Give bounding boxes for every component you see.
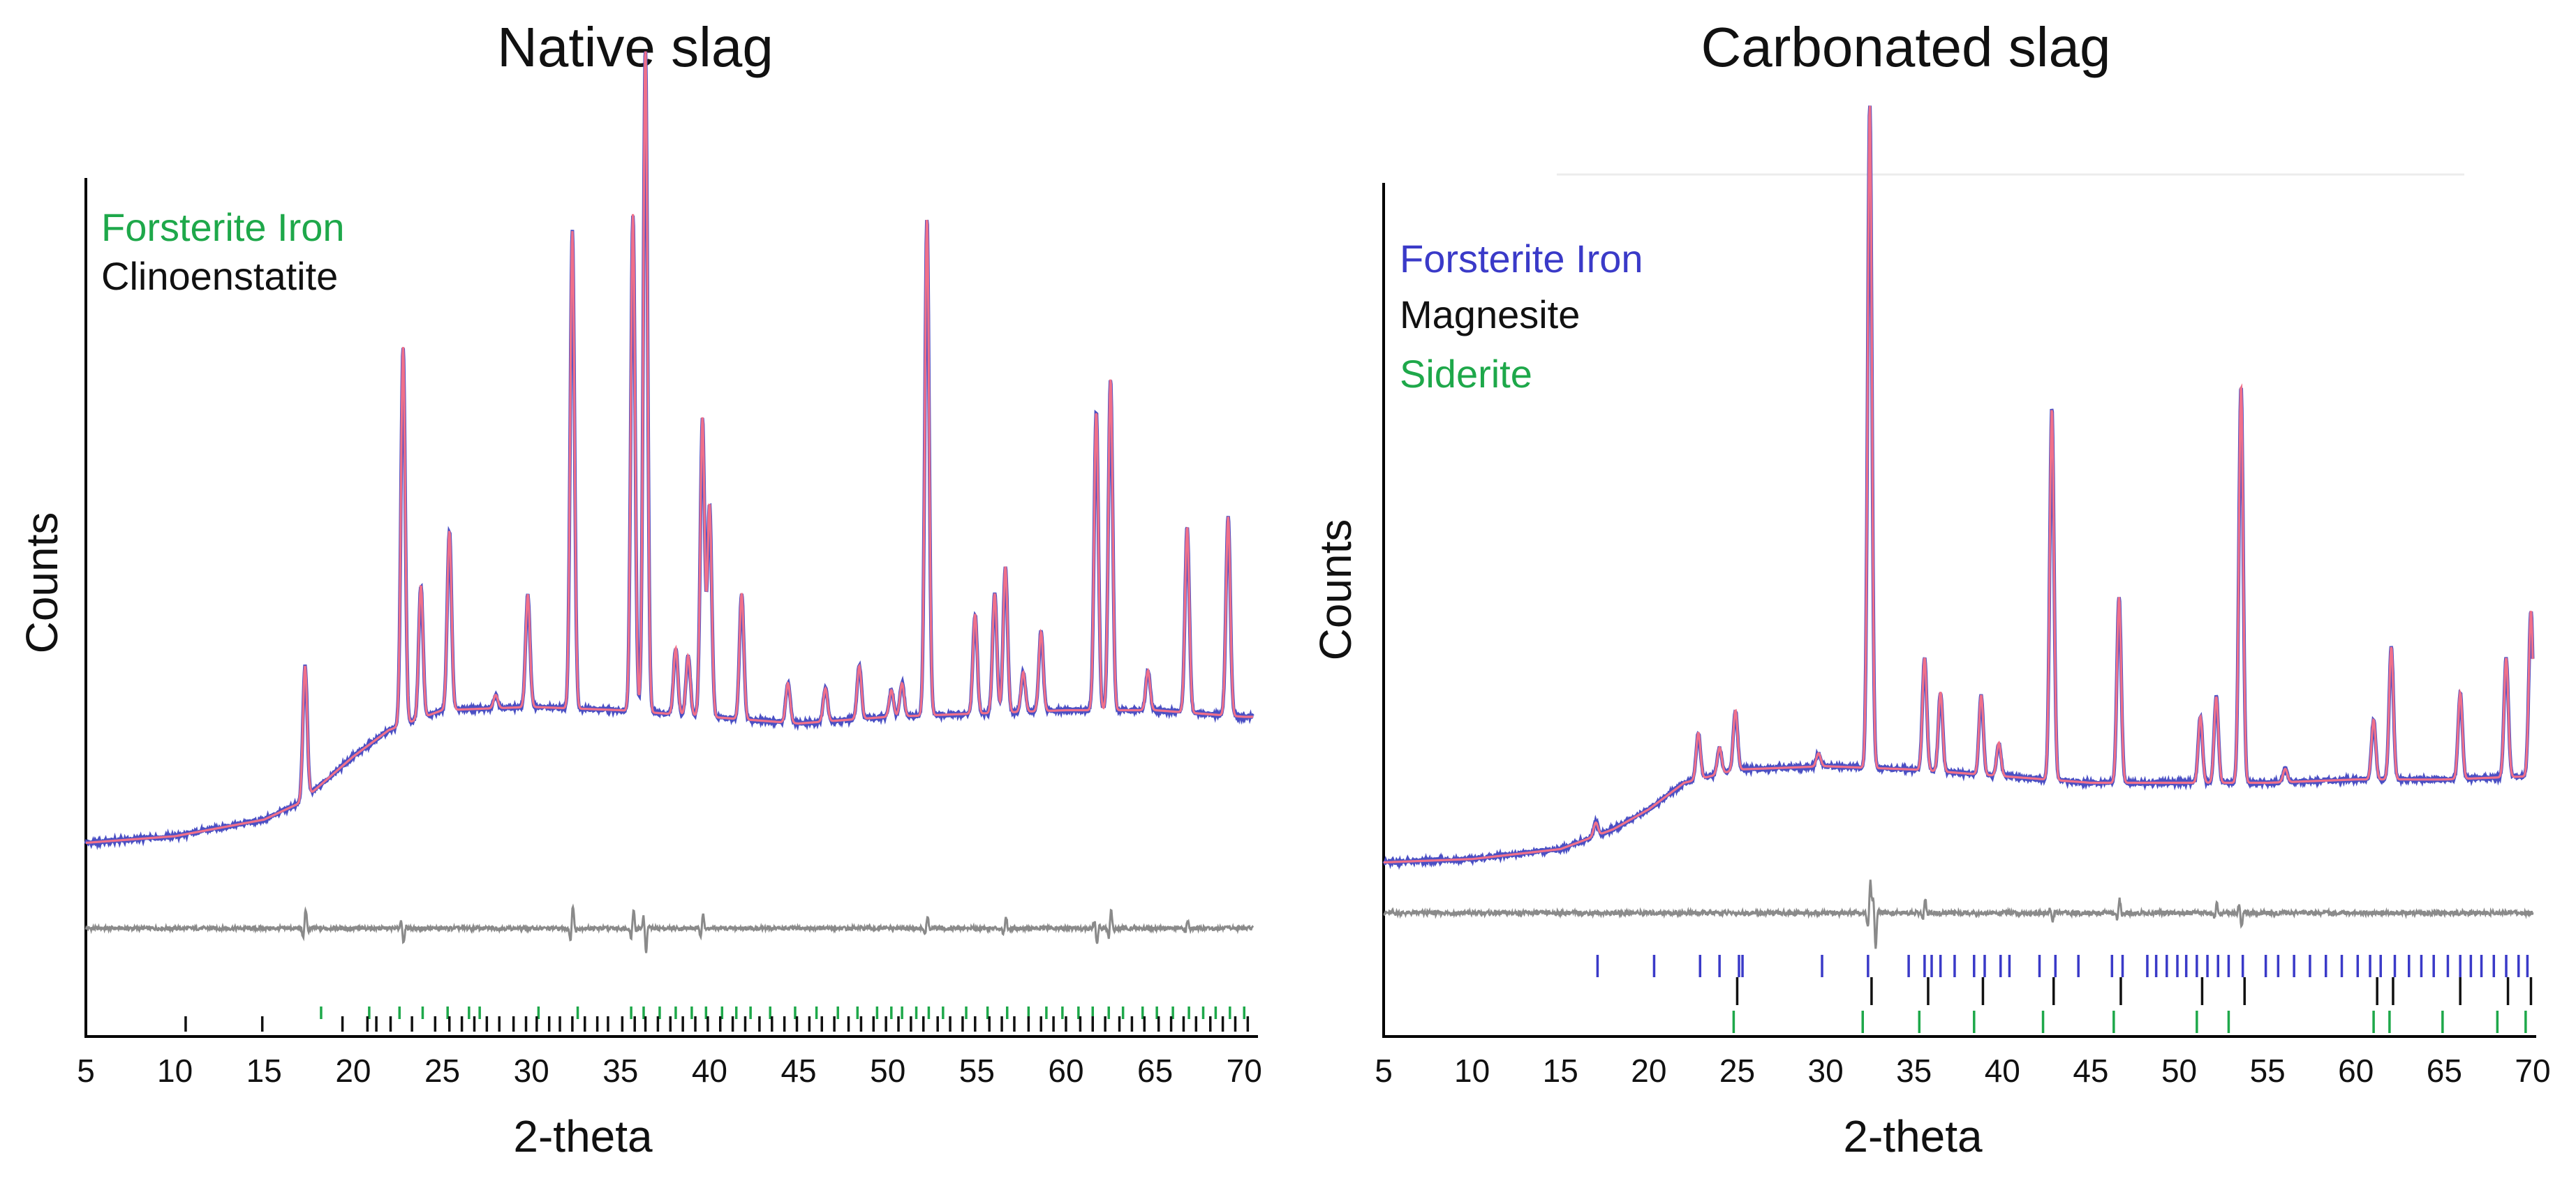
- legend-entry-clinoenstatite: Clinoenstatite: [101, 254, 338, 298]
- legend-entry-siderite: Siderite: [1400, 352, 1532, 396]
- x-tick-label: 15: [246, 1053, 282, 1089]
- x-tick-labels: 5 10 15 20 25 30 35 40 45 50 55 60 65 70: [1375, 1053, 2550, 1089]
- x-tick-label: 35: [602, 1053, 638, 1089]
- x-tick-label: 20: [1631, 1053, 1666, 1089]
- x-axis-label: 2-theta: [513, 1111, 653, 1161]
- y-axis-label: Counts: [17, 512, 67, 654]
- x-tick-label: 25: [424, 1053, 460, 1089]
- reflection-markers: [184, 1007, 1250, 1032]
- x-tick-label: 45: [2073, 1053, 2108, 1089]
- legend-entry-forsterite-iron: Forsterite Iron: [101, 205, 345, 249]
- chart-title: Carbonated slag: [1701, 16, 2110, 78]
- x-tick-label: 45: [780, 1053, 816, 1089]
- panel-native-slag: Native slag Counts 2-theta Forsterite Ir…: [17, 16, 1262, 1161]
- x-tick-label: 40: [692, 1053, 727, 1089]
- x-tick-label: 5: [1375, 1053, 1393, 1089]
- x-tick-label: 10: [1454, 1053, 1490, 1089]
- x-tick-label: 55: [2250, 1053, 2286, 1089]
- x-tick-label: 70: [1227, 1053, 1262, 1089]
- chart-title: Native slag: [497, 16, 773, 78]
- difference-curve: [84, 903, 1254, 953]
- x-tick-label: 30: [1807, 1053, 1843, 1089]
- x-tick-label: 25: [1719, 1053, 1755, 1089]
- difference-curve: [1383, 879, 2534, 949]
- x-tick-label: 65: [1137, 1053, 1173, 1089]
- x-tick-label: 15: [1543, 1053, 1578, 1089]
- legend-entry-magnesite: Magnesite: [1400, 292, 1580, 336]
- calculated-curve: [1384, 105, 2534, 864]
- y-axis-label: Counts: [1310, 519, 1361, 661]
- x-tick-label: 40: [1985, 1053, 2020, 1089]
- reflection-markers: [1596, 955, 2533, 1033]
- x-axis-label: 2-theta: [1843, 1111, 1983, 1161]
- panel-carbonated-slag: Carbonated slag Counts 2-theta Forsterit…: [1310, 16, 2551, 1161]
- x-tick-label: 10: [157, 1053, 193, 1089]
- x-tick-label: 55: [959, 1053, 995, 1089]
- x-tick-labels: 5 10 15 20 25 30 35 40 45 50 55 60 65 70: [77, 1053, 1262, 1089]
- observed-curve: [1382, 105, 2535, 870]
- calculated-curve: [85, 51, 1253, 845]
- x-tick-label: 5: [77, 1053, 95, 1089]
- legend-entry-forsterite-iron: Forsterite Iron: [1400, 237, 1643, 281]
- x-tick-label: 60: [1048, 1053, 1083, 1089]
- x-tick-label: 50: [2161, 1053, 2197, 1089]
- x-tick-label: 20: [335, 1053, 371, 1089]
- x-tick-label: 30: [514, 1053, 549, 1089]
- x-tick-label: 50: [870, 1053, 905, 1089]
- observed-curve: [84, 51, 1254, 851]
- x-tick-label: 65: [2427, 1053, 2462, 1089]
- x-tick-label: 70: [2515, 1053, 2550, 1089]
- x-tick-label: 60: [2338, 1053, 2374, 1089]
- x-tick-label: 35: [1896, 1053, 1932, 1089]
